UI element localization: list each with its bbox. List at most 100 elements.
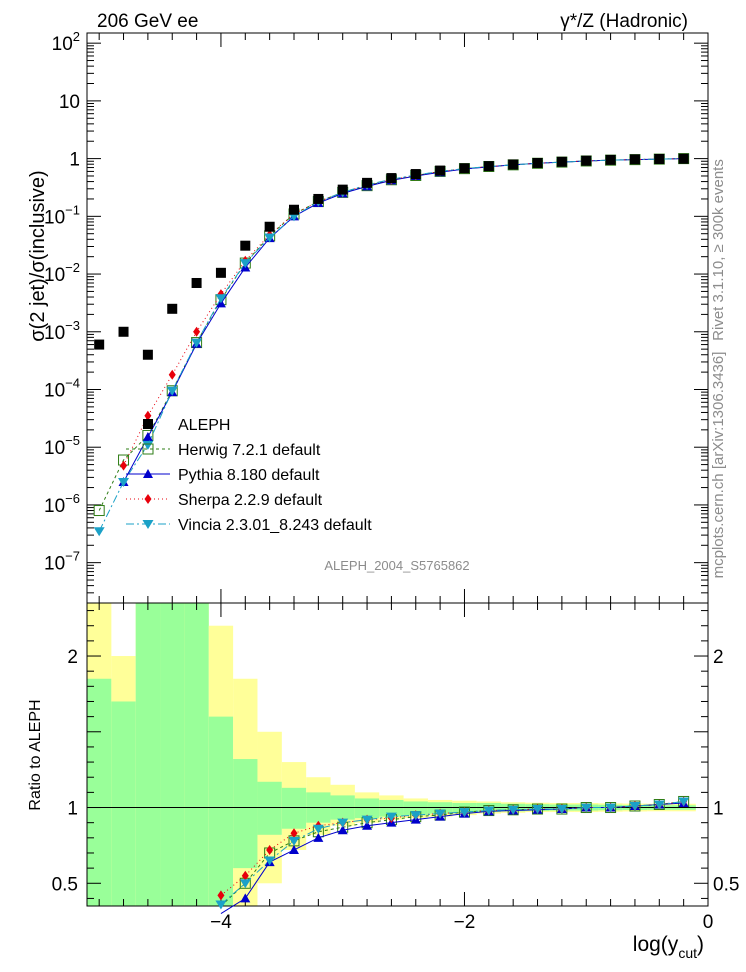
point-pythia (142, 432, 153, 442)
ratio-band-inner (208, 716, 234, 906)
ratio-point-vincia (605, 803, 617, 813)
ratio-point-vincia (288, 836, 300, 846)
y-tick-label: 10−7 (44, 549, 80, 575)
ratio-band-inner (257, 781, 282, 835)
ratio-band-inner (403, 801, 428, 816)
ratio-y-tick-label-right: 2 (713, 647, 724, 668)
point-data (215, 267, 226, 278)
ratio-y-tick-label-right: 1 (713, 799, 724, 820)
point-data (532, 157, 543, 168)
point-data (459, 163, 470, 174)
ratio-point-vincia (483, 806, 495, 816)
legend-marker-data (143, 419, 153, 429)
ratio-point-vincia (434, 809, 446, 819)
ratio-point-vincia (629, 802, 641, 812)
ratio-band-inner (354, 798, 380, 819)
point-sherpa (144, 410, 152, 421)
point-sherpa (120, 460, 128, 471)
ratio-band-inner (111, 701, 136, 906)
legend-marker-sherpa (144, 494, 152, 504)
ratio-point-sherpa (241, 870, 249, 881)
ratio-point-vincia (312, 824, 324, 834)
ratio-point-sherpa (290, 828, 298, 839)
main-series (93, 153, 690, 537)
point-data (556, 156, 567, 167)
ratio-y-axis-label: Ratio to ALEPH (27, 699, 44, 810)
ratio-band-inner (379, 799, 404, 817)
point-data (410, 169, 421, 180)
ratio-point-vincia (385, 812, 397, 822)
point-data (483, 161, 494, 172)
point-vincia (166, 386, 178, 396)
point-herwig (93, 505, 105, 517)
point-data (240, 240, 251, 251)
ratio-point-vincia (361, 815, 373, 825)
analysis-tag: ALEPH_2004_S5765862 (324, 558, 469, 573)
ratio-bands (87, 603, 696, 906)
ratio-band-inner (160, 603, 185, 906)
point-data (264, 221, 275, 232)
point-data (654, 153, 665, 164)
x-axis-label: log(ycut) (633, 933, 704, 961)
ratio-point-pythia (337, 825, 348, 835)
legend-marker-pythia (143, 469, 153, 478)
ratio-point-vincia (410, 811, 422, 821)
legend-label-sherpa: Sherpa 2.2.9 default (178, 492, 323, 509)
ratio-point-vincia (507, 805, 519, 815)
point-data (142, 349, 153, 360)
y-tick-label: 10−1 (44, 202, 80, 228)
point-vincia (239, 259, 251, 269)
header-left-label: 206 GeV ee (97, 11, 198, 32)
ratio-point-pythia (240, 893, 251, 903)
point-data (289, 204, 299, 215)
axis-tick-labels: −4 −2 0 10−7 10−6 10−5 10−4 10−3 10−2 10−1 1 10 102 0… (44, 29, 739, 933)
ratio-point-pythia (362, 820, 373, 830)
y-tick-label: 10−5 (44, 433, 80, 459)
y-tick-label: 1 (69, 150, 80, 171)
y-tick-label: 10−4 (44, 375, 80, 401)
ratio-y-tick-label: 1 (67, 799, 78, 820)
point-sherpa (168, 369, 176, 380)
point-vincia (215, 294, 227, 304)
ratio-point-pythia (313, 832, 324, 842)
ratio-point-vincia (458, 808, 470, 818)
point-data (605, 154, 616, 165)
point-data (94, 339, 105, 350)
point-vincia (93, 527, 105, 537)
ratio-point-vincia (337, 818, 349, 828)
point-data (167, 303, 178, 314)
point-data (313, 193, 324, 204)
point-data (337, 184, 348, 195)
point-data (362, 177, 373, 188)
ratio-point-sherpa (266, 844, 274, 855)
point-data (629, 154, 640, 165)
point-data (386, 173, 397, 184)
point-data (191, 277, 202, 288)
y-tick-label: 102 (52, 29, 80, 55)
header-right-label: γ*/Z (Hadronic) (560, 11, 688, 32)
ratio-point-vincia (239, 879, 251, 889)
ratio-band-inner (184, 603, 209, 906)
ratio-band-inner (135, 603, 161, 906)
ratio-point-pythia (289, 844, 299, 854)
ratio-band-inner (281, 787, 307, 829)
mcplots-label: mcplots.cern.ch [arXiv:1306.3436] (710, 352, 727, 579)
legend-marker-herwig (142, 443, 154, 455)
ratio-y-tick-label: 2 (67, 647, 78, 668)
x-tick-label: −4 (210, 912, 232, 933)
ratio-line-pythia (220, 802, 684, 914)
ratio-point-vincia (653, 800, 665, 810)
ratio-y-tick-label-right: 0.5 (713, 874, 739, 895)
ratio-y-tick-label: 0.5 (52, 874, 78, 895)
x-tick-label: −2 (454, 912, 476, 933)
y-tick-label: 10−2 (44, 260, 80, 286)
ratio-band-inner (233, 759, 258, 869)
point-vincia (118, 477, 130, 487)
y-tick-label: 10−3 (44, 318, 80, 344)
point-data (678, 153, 689, 164)
main-y-axis-label: σ(2 jet)/σ(inclusive) (27, 170, 49, 341)
legend-label-herwig: Herwig 7.2.1 default (178, 442, 321, 459)
point-data (118, 326, 129, 337)
ratio-point-vincia (556, 805, 568, 815)
